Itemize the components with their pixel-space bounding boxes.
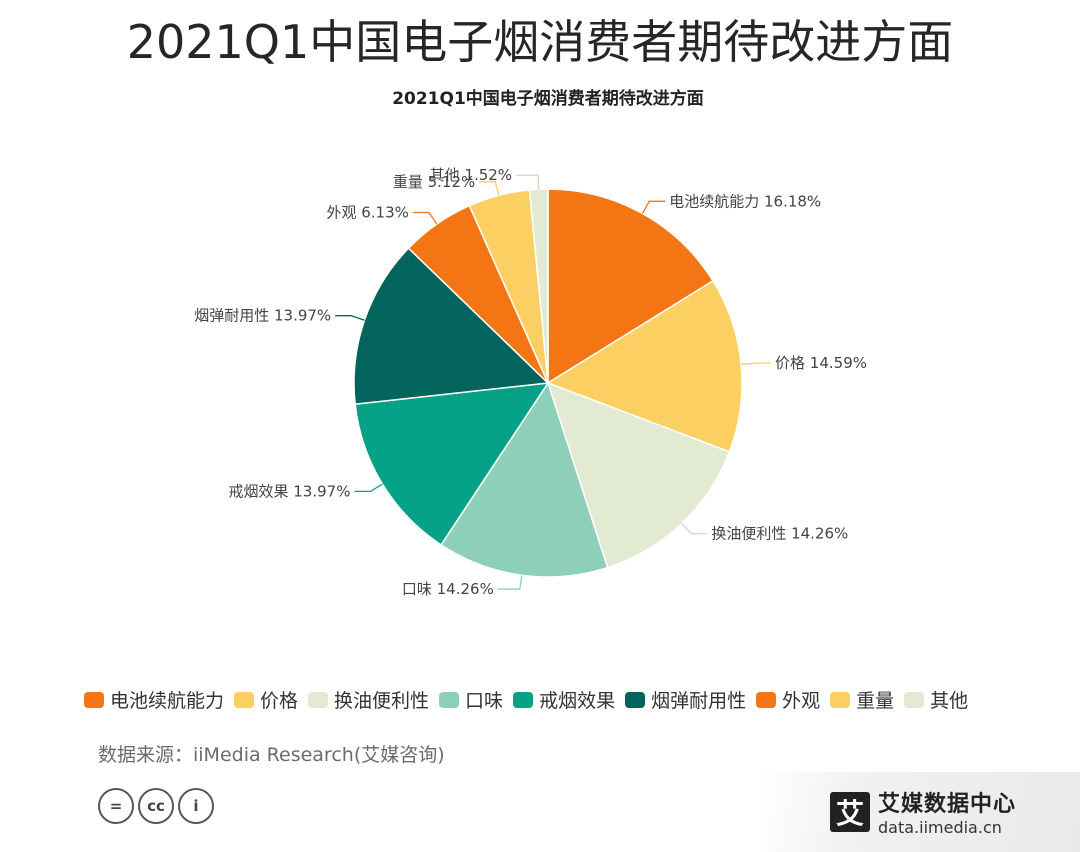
leader-line-8 bbox=[516, 174, 540, 190]
leader-line-3 bbox=[497, 575, 523, 590]
data-label-4: 戒烟效果 13.97% bbox=[229, 482, 351, 500]
chart-title: 2021Q1中国电子烟消费者期待改进方面 bbox=[392, 88, 704, 109]
legend-swatch bbox=[234, 691, 255, 708]
equals-icon: = bbox=[98, 788, 134, 824]
data-label-3: 口味 14.26% bbox=[402, 580, 494, 598]
legend-item-6: 外观 bbox=[756, 686, 820, 713]
data-label-1: 价格 14.59% bbox=[775, 354, 867, 372]
legend-item-2: 换油便利性 bbox=[308, 686, 429, 713]
leader-line-6 bbox=[412, 211, 438, 225]
legend-label: 外观 bbox=[782, 690, 821, 712]
legend-item-7: 重量 bbox=[830, 686, 894, 713]
license-icons: = cc i bbox=[98, 788, 214, 824]
legend-swatch bbox=[513, 691, 534, 708]
legend-item-3: 口味 bbox=[439, 686, 503, 713]
data-label-5: 烟弹耐用性 13.97% bbox=[194, 307, 331, 325]
legend-swatch bbox=[625, 691, 646, 708]
legend-item-8: 其他 bbox=[904, 686, 968, 713]
legend-swatch bbox=[756, 691, 777, 708]
pie-slice-0 bbox=[547, 188, 714, 385]
legend-label: 戒烟效果 bbox=[539, 690, 616, 712]
legend-label: 价格 bbox=[260, 690, 299, 712]
pie-slice-4 bbox=[354, 382, 550, 546]
leader-line-4 bbox=[354, 483, 383, 493]
legend-label: 电池续航能力 bbox=[110, 690, 225, 712]
legend-swatch bbox=[830, 691, 851, 708]
legend-swatch bbox=[308, 691, 329, 708]
legend-swatch bbox=[904, 691, 925, 708]
cc-icon: cc bbox=[138, 788, 174, 824]
data-label-7: 重量 5.12% bbox=[393, 173, 475, 191]
brand-name: 艾媒数据中心 bbox=[878, 792, 1017, 817]
data-label-8: 其他 1.52% bbox=[430, 166, 512, 184]
leader-line-0 bbox=[641, 200, 666, 214]
legend-item-5: 烟弹耐用性 bbox=[625, 686, 746, 713]
person-icon: i bbox=[178, 788, 214, 824]
leader-line-5 bbox=[335, 315, 365, 321]
leader-line-2 bbox=[681, 523, 708, 535]
legend-label: 换油便利性 bbox=[334, 690, 430, 712]
page-title: 2021Q1中国电子烟消费者期待改进方面 bbox=[126, 15, 954, 69]
data-label-0: 电池续航能力 16.18% bbox=[669, 192, 821, 210]
legend-item-1: 价格 bbox=[234, 686, 298, 713]
brand-mark-icon: 艾 bbox=[830, 791, 870, 832]
legend-label: 其他 bbox=[930, 690, 969, 712]
legend-item-4: 戒烟效果 bbox=[513, 686, 615, 713]
legend-swatch bbox=[84, 691, 104, 708]
logo-background bbox=[760, 772, 1080, 852]
legend-label: 口味 bbox=[465, 690, 504, 712]
chart-legend: 电池续航能力 价格 换油便利性 口味 戒烟效果 烟弹耐用性 外观 重量 其他 bbox=[84, 686, 978, 713]
legend-label: 重量 bbox=[856, 690, 895, 712]
leader-line-7 bbox=[479, 181, 500, 196]
pie-chart: 2021Q1中国电子烟消费者期待改进方面 电池续航能力 16.18% 价格 14.… bbox=[194, 88, 867, 598]
data-label-6: 外观 6.13% bbox=[326, 203, 408, 221]
pie-slice-3 bbox=[440, 381, 609, 578]
pie-slice-5 bbox=[353, 247, 550, 405]
legend-item-0: 电池续航能力 bbox=[84, 686, 224, 713]
data-label-2: 换油便利性 14.26% bbox=[711, 525, 848, 543]
leader-line-1 bbox=[741, 362, 772, 366]
source-note: 数据来源：iiMedia Research(艾媒咨询) bbox=[98, 744, 445, 766]
brand-url: data.iimedia.cn bbox=[878, 818, 1002, 837]
legend-label: 烟弹耐用性 bbox=[651, 690, 747, 712]
brand-logo: 艾 艾媒数据中心 data.iimedia.cn bbox=[830, 786, 1016, 837]
legend-swatch bbox=[439, 691, 460, 708]
